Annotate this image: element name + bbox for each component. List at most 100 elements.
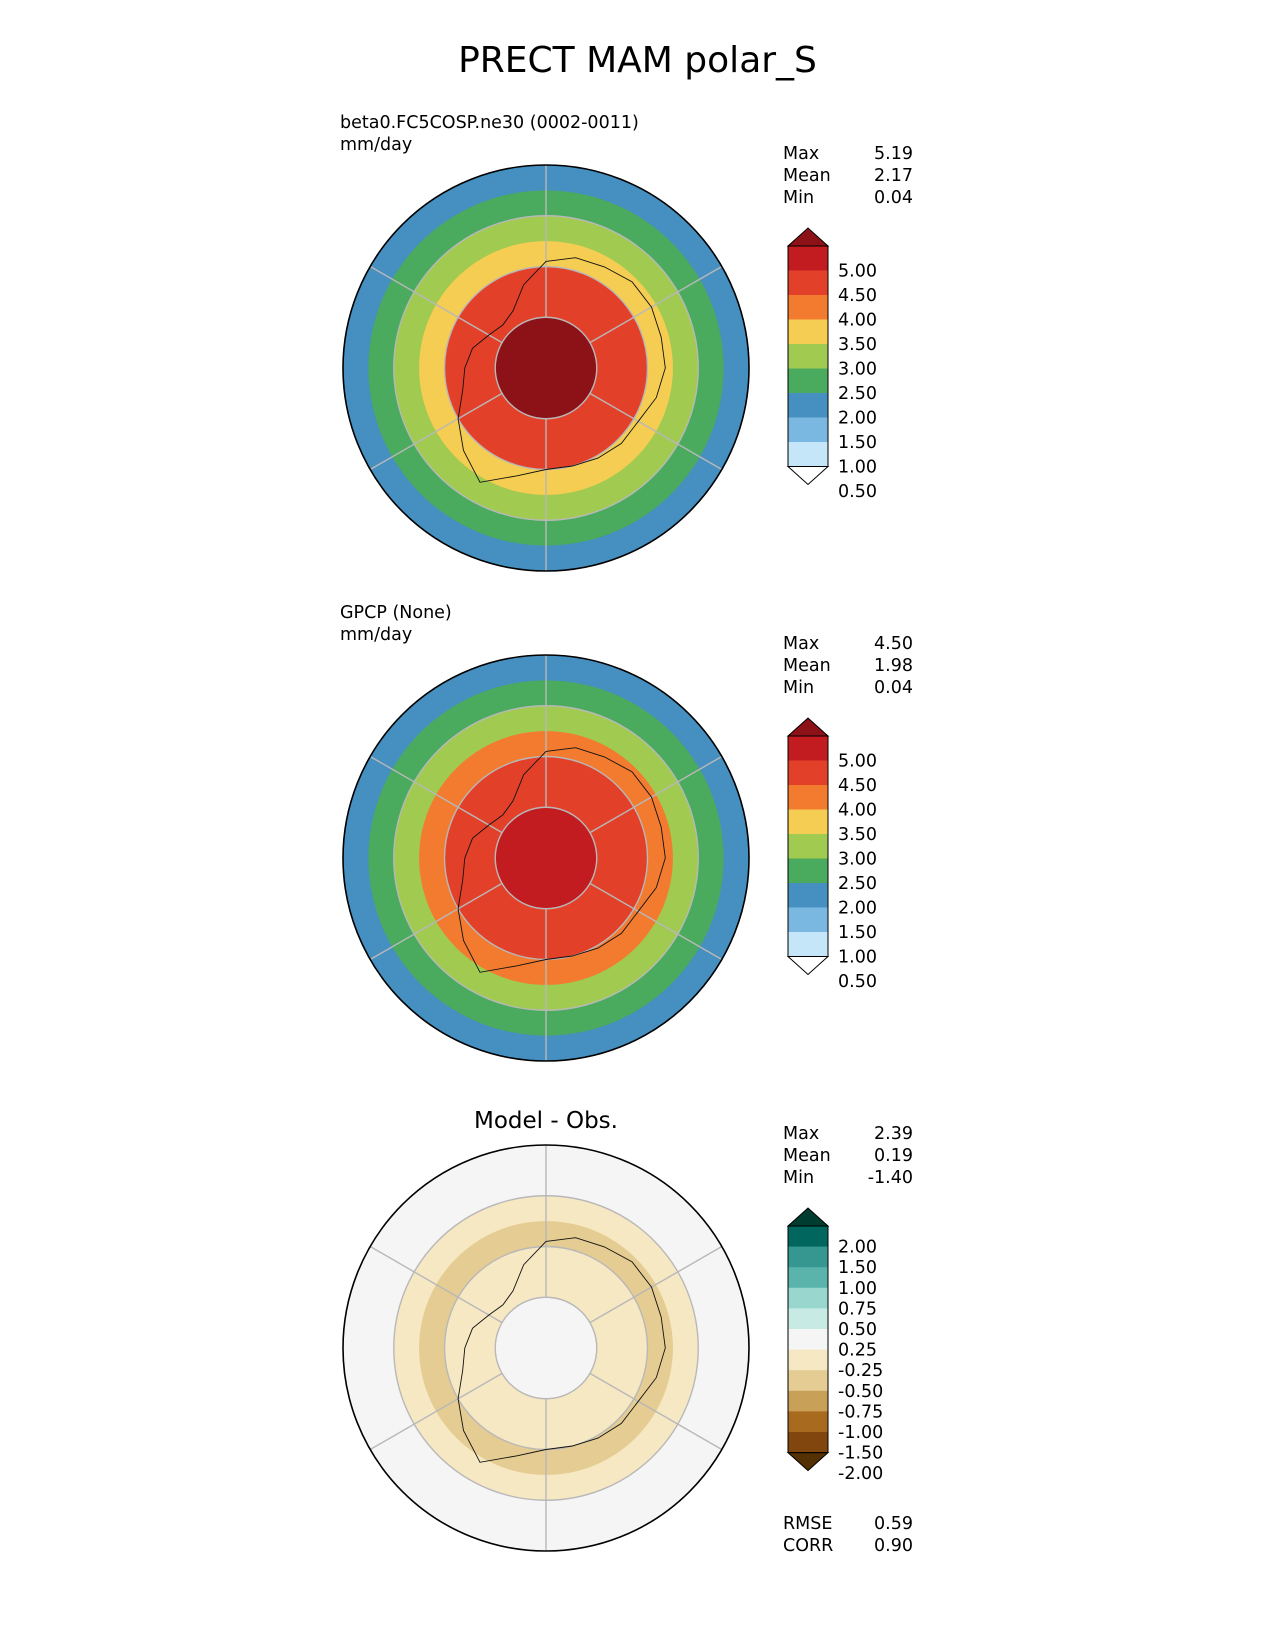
panel-test-colorbar: 5.00 4.50 4.00 3.50 3.00 2.50 2.00 1.50 1.00 0.50 <box>786 227 877 502</box>
stat-max: Max 4.50 <box>783 634 913 654</box>
colorbar-tick-label: 0.50 <box>838 1320 877 1340</box>
stat-max: Max 5.19 <box>783 144 913 164</box>
colorbar-segment <box>788 1226 828 1248</box>
stat-mean: Mean 0.19 <box>783 1146 913 1166</box>
colorbar-segment <box>788 393 828 418</box>
panel-diff-colorbar: 2.001.501.000.750.500.25-0.25-0.50-0.75-… <box>786 1207 883 1484</box>
colorbar-tick-label: 4.00 <box>838 311 877 331</box>
colorbar-tick-label: 3.50 <box>838 335 877 355</box>
graticule-lon <box>369 265 503 344</box>
colorbar-extend-max <box>786 1207 830 1227</box>
coastline <box>457 257 666 483</box>
colorbar-segment <box>788 809 828 835</box>
graticule-lon <box>589 392 723 471</box>
colorbar-segment <box>788 442 828 467</box>
stat-mean: Mean 1.98 <box>783 656 913 676</box>
colorbar-tick-label: 3.00 <box>838 360 877 380</box>
panel-diff-title: Model - Obs. <box>474 1108 618 1134</box>
panel-test-stats: Max 5.19 Mean 2.17 Min 0.04 <box>783 143 913 209</box>
graticule-lon <box>369 1372 503 1451</box>
colorbar-segment <box>788 1329 828 1351</box>
colorbar-tick-label: 0.50 <box>838 482 877 502</box>
colorbar-tick-label: 1.50 <box>838 1258 877 1278</box>
colorbar-segment <box>788 1287 828 1309</box>
colorbar-segment <box>788 1267 828 1289</box>
colorbar-segment <box>788 785 828 810</box>
graticule-lon <box>589 1372 723 1451</box>
panel-ref-title: GPCP (None) mm/day <box>340 602 452 646</box>
panel-ref-colorbar: 5.00 4.50 4.00 3.50 3.00 2.50 2.00 1.50 1.00 0.50 <box>786 717 877 992</box>
colorbar-tick-label: 1.50 <box>838 923 877 943</box>
colorbar-tick-label: -0.75 <box>838 1402 883 1422</box>
colorbar-tick-label: 2.50 <box>838 874 877 894</box>
colorbar-tick-label: -0.25 <box>838 1361 883 1381</box>
colorbar-segment <box>788 1349 828 1371</box>
colorbar-segment <box>788 1390 828 1412</box>
graticule-lon <box>369 882 503 961</box>
map-boundary <box>342 1144 750 1552</box>
stat-min: Min 0.04 <box>783 188 913 208</box>
colorbar-segment <box>788 1246 828 1268</box>
colorbar-segment <box>788 1308 828 1330</box>
colorbar-tick-label: 1.00 <box>838 948 877 968</box>
colorbar-tick-label: 1.00 <box>838 458 877 478</box>
panel-ref-stats: Max 4.50 Mean 1.98 Min 0.04 <box>783 633 913 699</box>
stat-min: Min -1.40 <box>783 1168 913 1188</box>
colorbar-segment <box>788 736 828 761</box>
panel-diff-stats: Max 2.39 Mean 0.19 Min -1.40 <box>783 1123 913 1189</box>
colorbar-tick-label: 4.50 <box>838 776 877 796</box>
figure-title: PRECT MAM polar_S <box>458 40 817 81</box>
colorbar-tick-label: 0.50 <box>838 972 877 992</box>
stat-min: Min 0.04 <box>783 678 913 698</box>
stat-max: Max 2.39 <box>783 1124 913 1144</box>
colorbar-segment <box>788 932 828 957</box>
colorbar-segment <box>788 246 828 271</box>
graticule-lon <box>369 392 503 471</box>
coastline <box>457 1237 666 1463</box>
map-boundary <box>342 654 750 1062</box>
colorbar-segment <box>788 760 828 786</box>
colorbar-segment <box>788 1370 828 1392</box>
colorbar-tick-label: 1.50 <box>838 433 877 453</box>
colorbar-tick-label: 2.00 <box>838 409 877 429</box>
colorbar-tick-label: 4.00 <box>838 801 877 821</box>
graticule-lon <box>589 755 723 834</box>
colorbar-tick-label: 0.75 <box>838 1299 877 1319</box>
colorbar-segment <box>788 1432 828 1454</box>
colorbar-segment <box>788 368 828 394</box>
colorbar-tick-label: -2.00 <box>838 1464 883 1484</box>
colorbar-segment <box>788 883 828 908</box>
colorbar-frame <box>787 245 829 467</box>
colorbar-tick-label: 2.00 <box>838 899 877 919</box>
colorbar-segment <box>788 344 828 369</box>
colorbar-tick-label: -1.50 <box>838 1444 883 1464</box>
colorbar-tick-label: 5.00 <box>838 262 877 282</box>
colorbar-tick-label: 1.00 <box>838 1279 877 1299</box>
graticule-lon <box>589 1245 723 1324</box>
graticule-lon <box>369 755 503 834</box>
colorbar-segment <box>788 1411 828 1433</box>
coastline <box>457 747 666 973</box>
colorbar-segment <box>788 270 828 296</box>
colorbar-segment <box>788 858 828 884</box>
panel-ref-map <box>342 654 750 1062</box>
colorbar-tick-label: 2.00 <box>838 1238 877 1258</box>
graticule-lon <box>589 265 723 344</box>
colorbar-segment <box>788 319 828 345</box>
panel-test-units: mm/day <box>340 135 413 155</box>
graticule-lon <box>369 1245 503 1324</box>
panel-ref-units: mm/day <box>340 625 413 645</box>
colorbar-tick-label: -1.00 <box>838 1423 883 1443</box>
metric-rmse: RMSE 0.59 <box>783 1514 913 1534</box>
colorbar-extend-max <box>786 717 830 737</box>
colorbar-tick-label: -0.50 <box>838 1382 883 1402</box>
colorbar-tick-label: 0.25 <box>838 1341 877 1361</box>
colorbar-segment <box>788 834 828 859</box>
colorbar-extend-min <box>786 466 830 486</box>
colorbar-tick-label: 5.00 <box>838 752 877 772</box>
contour-band--80 <box>495 317 597 419</box>
colorbar-tick-label: 4.50 <box>838 286 877 306</box>
panel-ref-title-line1: GPCP (None) <box>340 603 452 623</box>
colorbar-extend-min <box>786 1452 830 1472</box>
colorbar-tick-label: 2.50 <box>838 384 877 404</box>
